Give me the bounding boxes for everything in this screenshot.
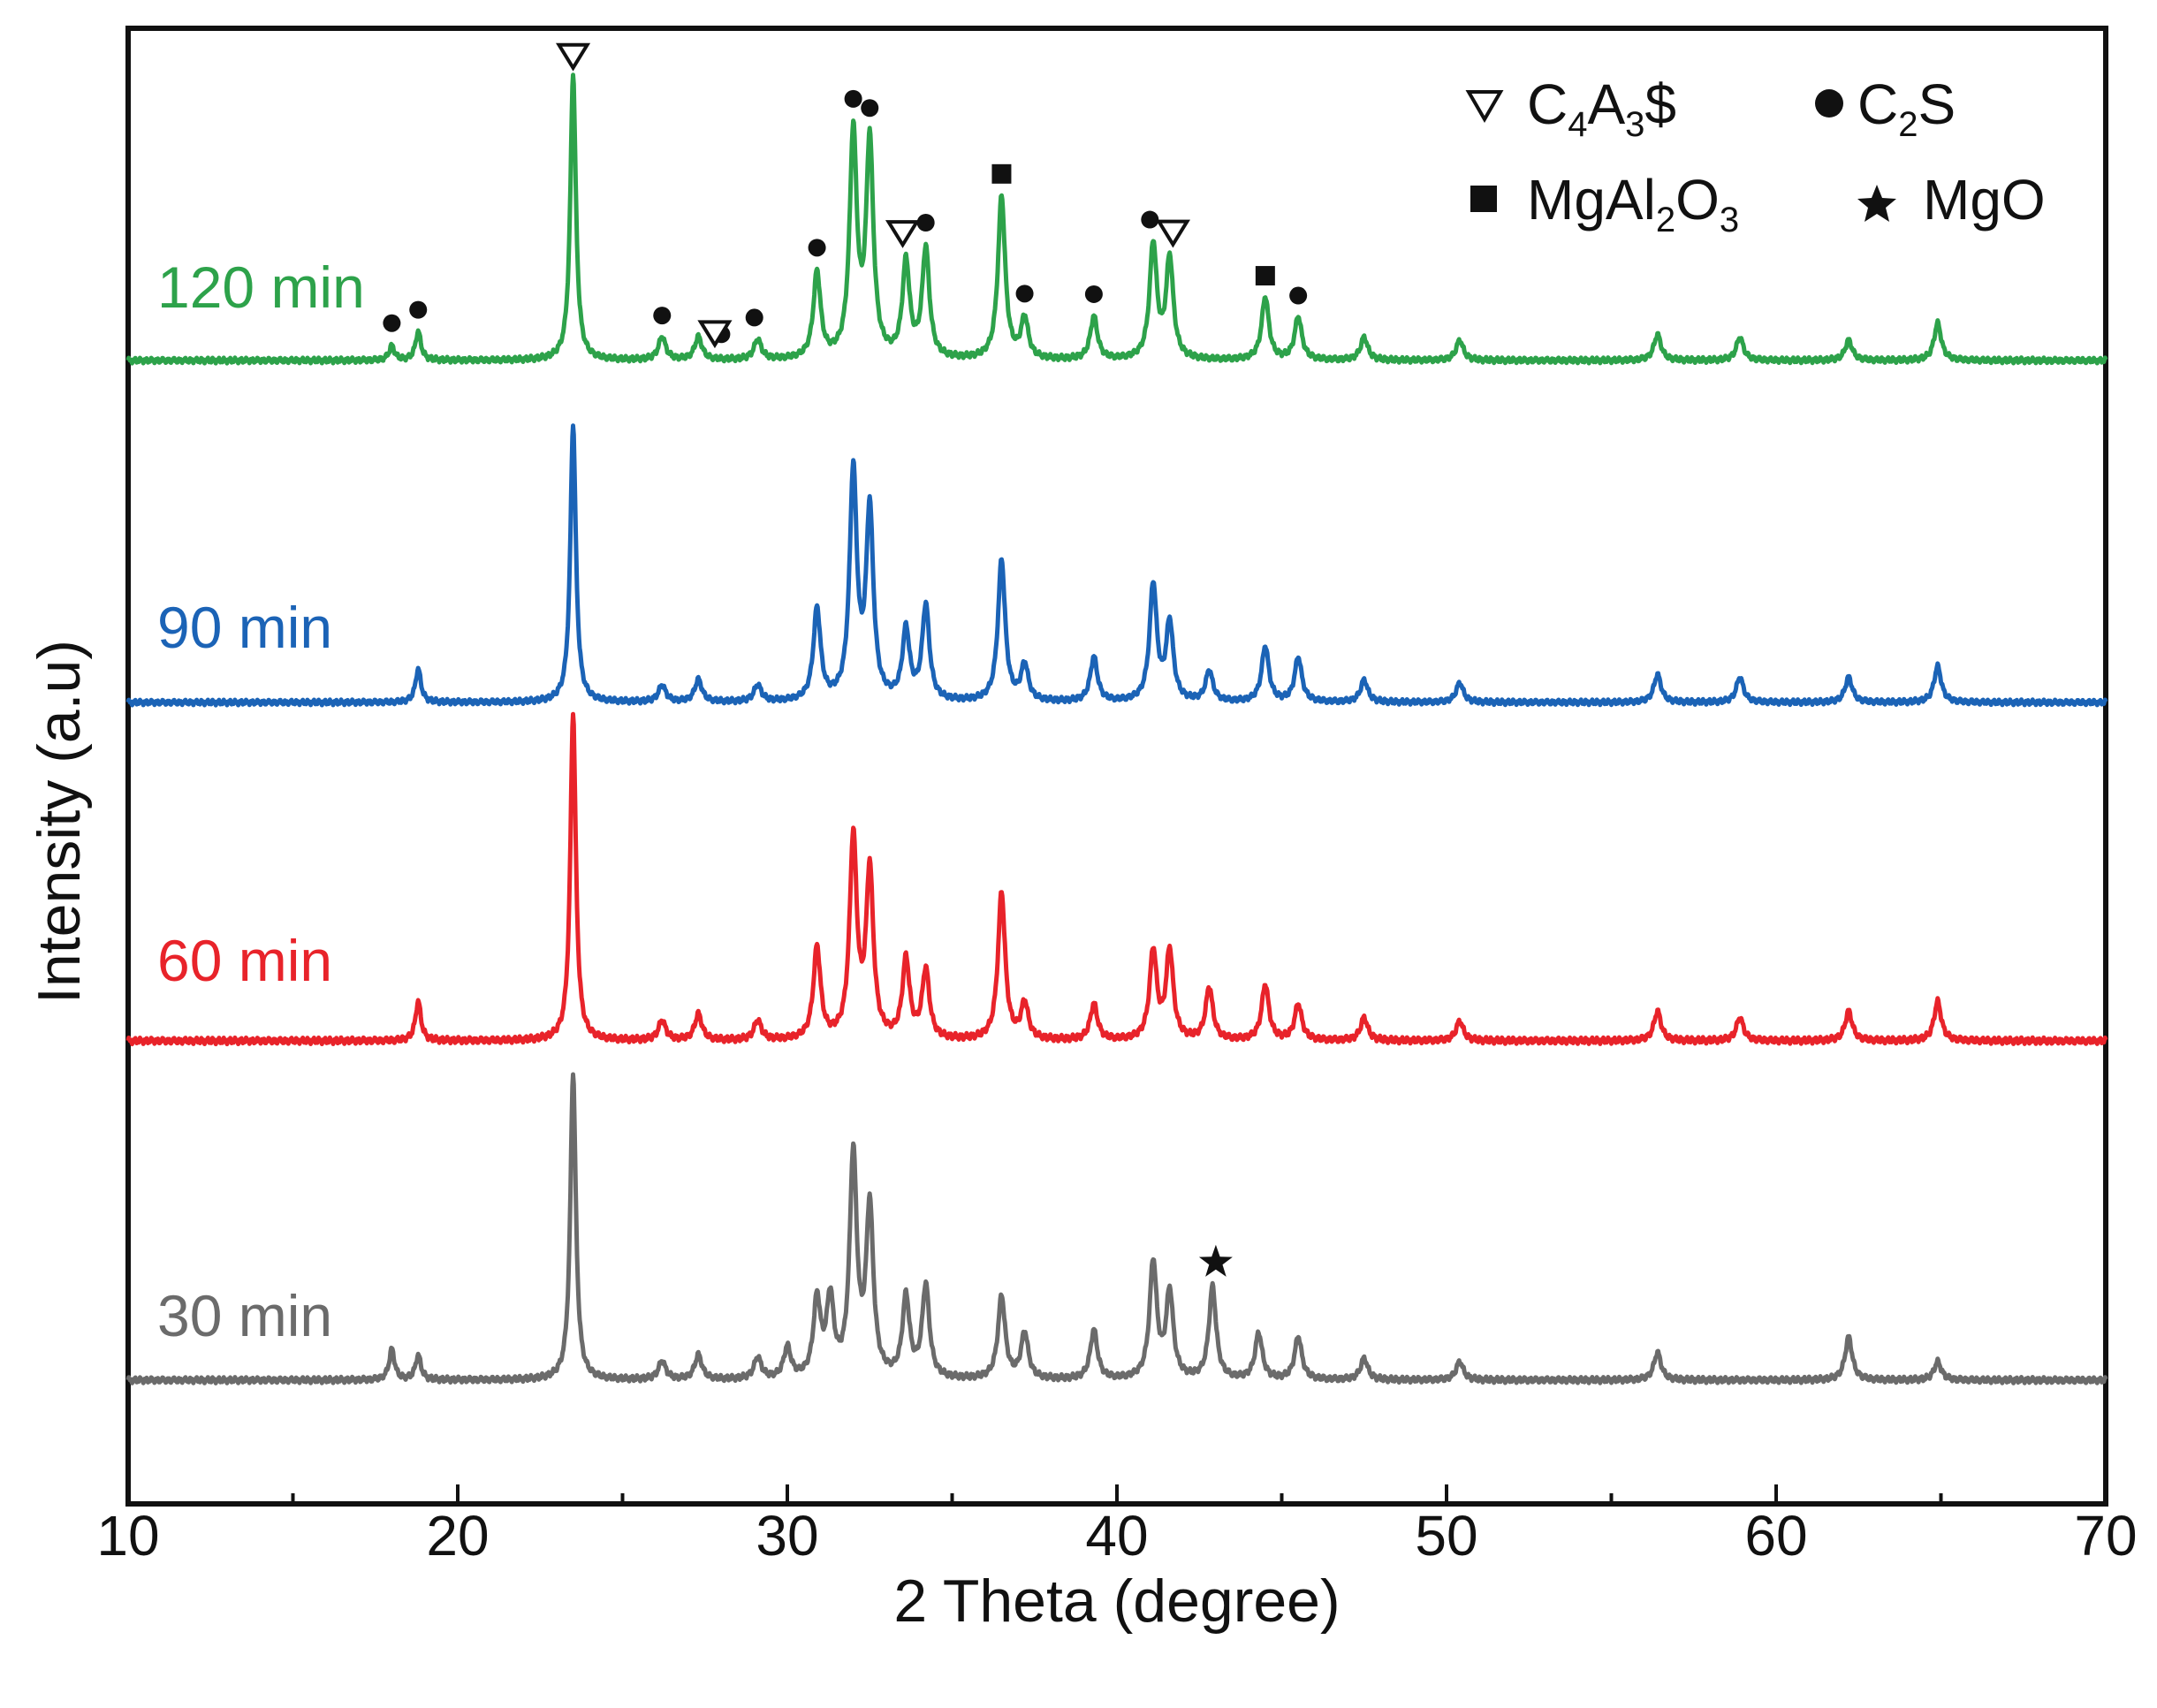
c2s-marker [1015, 285, 1034, 303]
x-axis-label: 2 Theta (degree) [893, 1568, 1340, 1635]
c4a3-marker [697, 320, 733, 349]
plot-frame [125, 26, 2108, 1507]
series-label-120-min: 120 min [157, 254, 365, 320]
c2s-marker [1084, 285, 1103, 303]
x-tick-label: 50 [1415, 1504, 1477, 1568]
series-line-60-min [125, 711, 2108, 1047]
x-tick-label: 40 [1085, 1504, 1148, 1568]
c2s-marker [844, 89, 862, 108]
legend-label-c2s: C2S [1857, 72, 1956, 144]
c4a3-marker [1155, 219, 1190, 248]
legend-label-mgal2o3: MgAl2O3 [1527, 168, 1739, 239]
c4a3-marker [885, 220, 921, 248]
x-tick-label: 10 [96, 1504, 159, 1568]
c2s-marker [409, 300, 428, 319]
series-label-30-min: 30 min [157, 1283, 332, 1348]
peak-marker-layer [383, 42, 1308, 1277]
c2s-marker [745, 308, 763, 327]
c4a3-marker [555, 42, 591, 72]
c2s-marker [861, 99, 879, 118]
legend-triangle-icon [1465, 90, 1504, 123]
y-axis-label: Intensity (a.u) [26, 640, 93, 1004]
legend-square-icon [1470, 186, 1497, 212]
mgal2o3-marker [991, 163, 1012, 184]
x-tick-label: 30 [756, 1504, 818, 1568]
mgo-marker [1198, 1244, 1233, 1277]
series-line-120-min [125, 72, 2108, 366]
c2s-marker [1289, 286, 1308, 305]
x-tick-label: 20 [426, 1504, 489, 1568]
legend-circle-icon [1815, 89, 1843, 118]
legend-label-c4a3: C4A3$ [1527, 72, 1676, 144]
series-label-90-min: 90 min [157, 595, 332, 660]
series-line-90-min [125, 423, 2108, 708]
series-line-30-min [125, 1072, 2108, 1385]
x-tick-label: 60 [1744, 1504, 1807, 1568]
c2s-marker [653, 307, 672, 325]
mgal2o3-marker [1255, 266, 1275, 286]
legend-label-mgo: MgO [1923, 168, 2046, 232]
c2s-marker [383, 314, 401, 332]
x-tick-label: 70 [2074, 1504, 2137, 1568]
x-axis-ticks: 10 20 30 40 50 60 70 [96, 1484, 2138, 1568]
series-label-60-min: 60 min [157, 928, 332, 993]
legend-star-icon [1857, 185, 1896, 222]
c2s-marker [1141, 210, 1159, 229]
legend: C4A3$ C2S MgAl2O3 MgO [1465, 72, 2046, 239]
c2s-marker [808, 239, 826, 257]
c2s-marker [916, 214, 935, 232]
series-layer [125, 72, 2108, 1385]
